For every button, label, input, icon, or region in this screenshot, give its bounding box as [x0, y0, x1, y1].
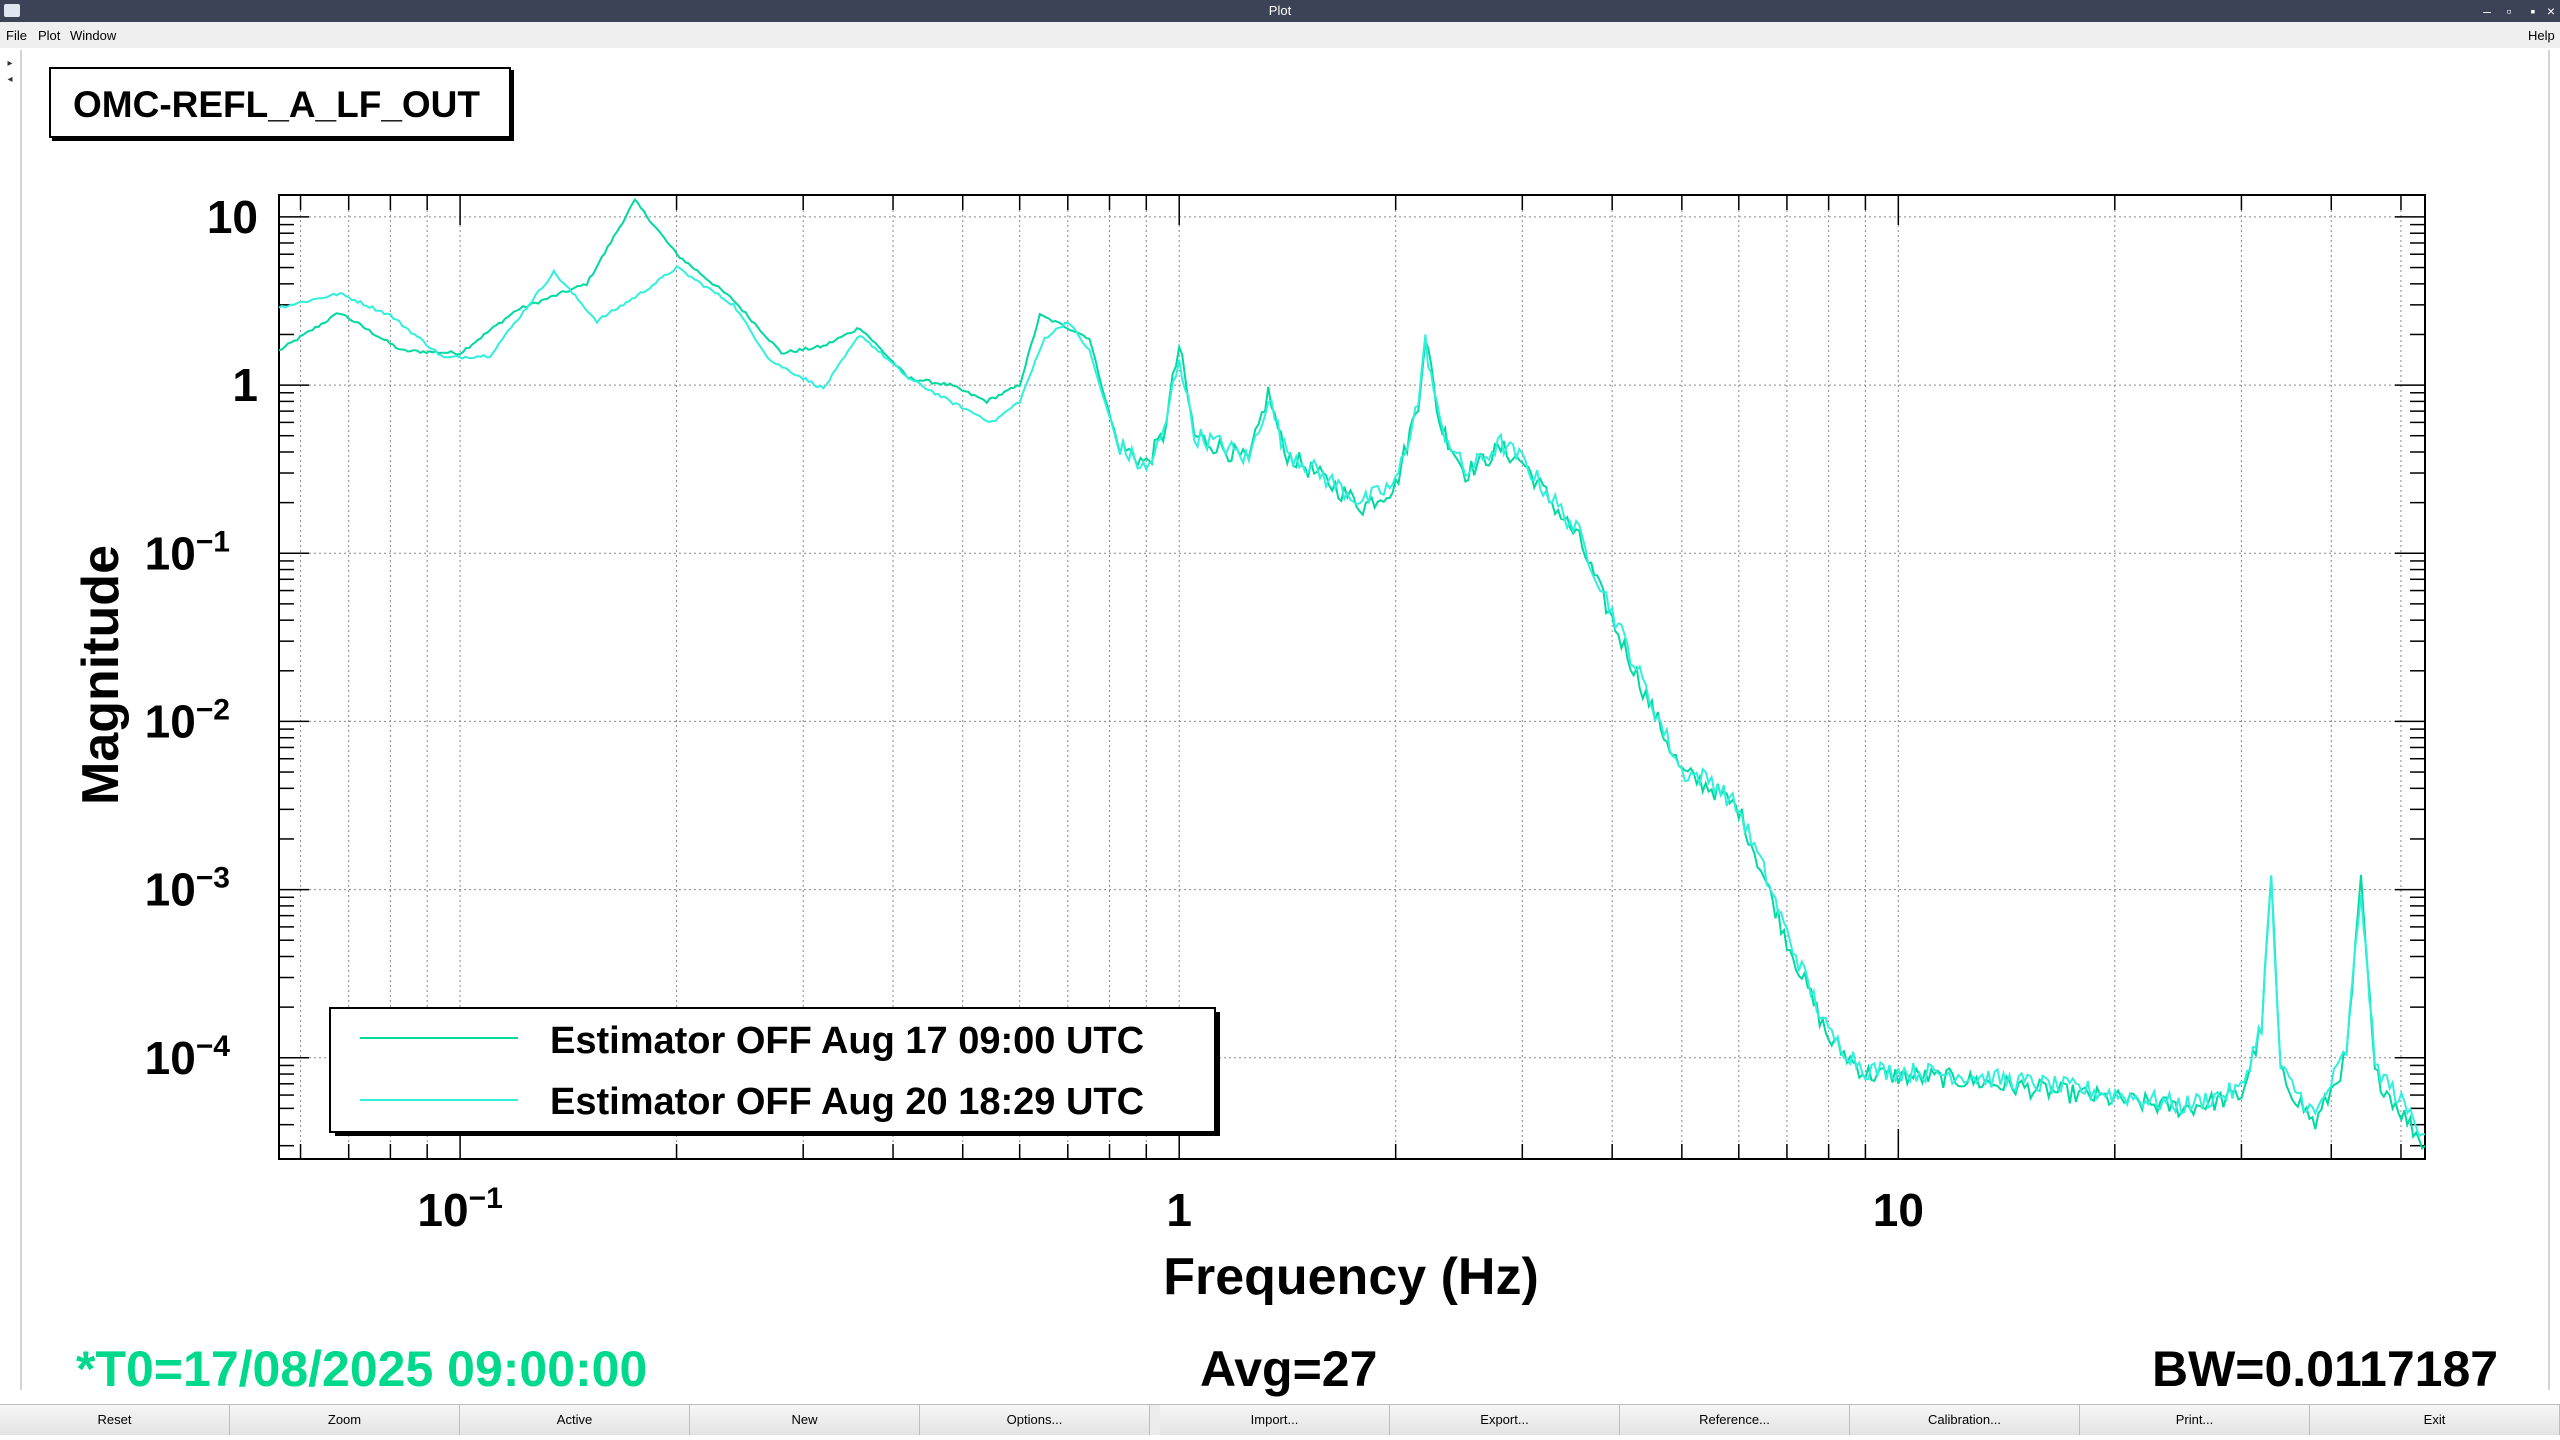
y-tick-label: 10−4 [145, 1030, 231, 1084]
x-axis-label: Frequency (Hz) [1163, 1248, 1539, 1306]
y-tick-label: 10 [207, 191, 258, 243]
new-button[interactable]: New [690, 1405, 920, 1435]
plot-frame [278, 194, 2426, 1160]
series-line-1 [278, 197, 2426, 1151]
menu-window[interactable]: Window [70, 28, 117, 43]
bw-status: BW=0.0117187 [2152, 1341, 2499, 1397]
calibration-button[interactable]: Calibration... [1850, 1405, 2080, 1435]
t0-status: *T0=17/08/2025 09:00:00 [76, 1341, 648, 1397]
x-tick-label: 10 [1873, 1184, 1924, 1236]
reference-button[interactable]: Reference... [1620, 1405, 1850, 1435]
tick-labels: 10−1 1 10 10 1 10−1 10−2 10−3 10−4 [145, 191, 1924, 1236]
collapse-arrow-icon[interactable]: ◂ [7, 74, 13, 85]
options-button[interactable]: Options... [920, 1405, 1150, 1435]
plot-title: OMC-REFL_A_LF_OUT [49, 67, 511, 138]
axis-ticks [279, 195, 2425, 1159]
menubar: File Plot Window Help [0, 22, 2560, 48]
restore-icon[interactable]: ▫ [2506, 3, 2512, 19]
menu-file[interactable]: File [6, 28, 27, 43]
window-titlebar: Plot – ▫ ▪ × [0, 0, 2560, 22]
reset-button[interactable]: Reset [0, 1405, 230, 1435]
series-lines [278, 197, 2426, 1151]
app-icon [4, 4, 20, 17]
x-tick-label: 1 [1166, 1184, 1192, 1236]
x-tick-label: 10−1 [417, 1182, 502, 1236]
legend-entry-2: Estimator OFF Aug 20 18:29 UTC [550, 1081, 1144, 1123]
right-divider [2548, 50, 2550, 1390]
legend[interactable]: Estimator OFF Aug 17 09:00 UTC Estimator… [329, 1007, 1220, 1136]
series-line-2 [278, 265, 2426, 1138]
left-divider [20, 50, 22, 1390]
avg-status: Avg=27 [1200, 1341, 1378, 1397]
y-tick-label: 10−3 [145, 862, 230, 916]
grid-lines [279, 195, 2425, 1159]
exit-button[interactable]: Exit [2310, 1405, 2560, 1435]
import-button[interactable]: Import... [1160, 1405, 1390, 1435]
maximize-icon[interactable]: ▪ [2530, 3, 2536, 19]
active-button[interactable]: Active [460, 1405, 690, 1435]
expand-arrow-icon[interactable]: ▸ [7, 58, 13, 69]
print-button[interactable]: Print... [2080, 1405, 2310, 1435]
menu-help[interactable]: Help [2528, 28, 2555, 43]
minimize-icon[interactable]: – [2483, 3, 2491, 19]
y-tick-label: 10−1 [145, 525, 230, 579]
y-tick-label: 10−2 [145, 693, 230, 747]
legend-entry-1: Estimator OFF Aug 17 09:00 UTC [550, 1020, 1144, 1062]
export-button[interactable]: Export... [1390, 1405, 1620, 1435]
menu-plot[interactable]: Plot [38, 28, 61, 43]
zoom-button[interactable]: Zoom [230, 1405, 460, 1435]
y-tick-label: 1 [232, 359, 258, 411]
y-axis-label: Magnitude [72, 545, 130, 805]
legend-box [329, 1007, 1216, 1133]
window-title: Plot [1268, 3, 1292, 18]
button-bar: Reset Zoom Active New Options... Import.… [0, 1404, 2560, 1435]
close-icon[interactable]: × [2546, 3, 2556, 19]
